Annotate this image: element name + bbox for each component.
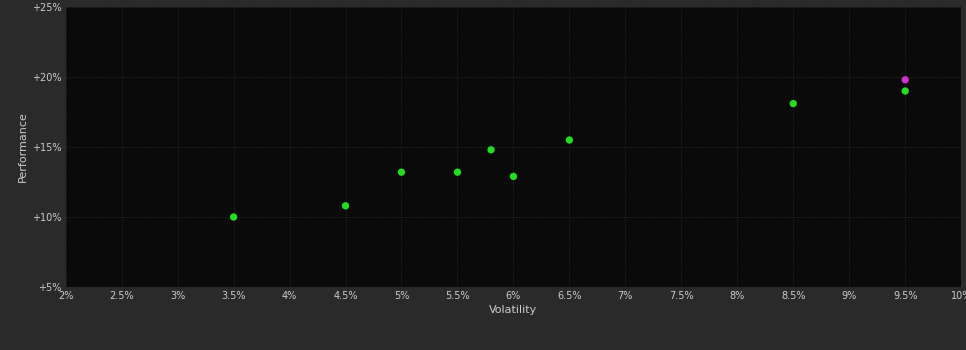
Point <box>897 88 913 94</box>
Point <box>450 169 466 175</box>
Point <box>785 101 801 106</box>
Y-axis label: Performance: Performance <box>17 112 28 182</box>
Point <box>483 147 498 153</box>
Point <box>226 214 242 220</box>
Point <box>506 174 522 179</box>
Point <box>561 137 577 143</box>
Point <box>897 77 913 83</box>
Point <box>394 169 410 175</box>
Point <box>338 203 354 209</box>
X-axis label: Volatility: Volatility <box>490 305 537 315</box>
